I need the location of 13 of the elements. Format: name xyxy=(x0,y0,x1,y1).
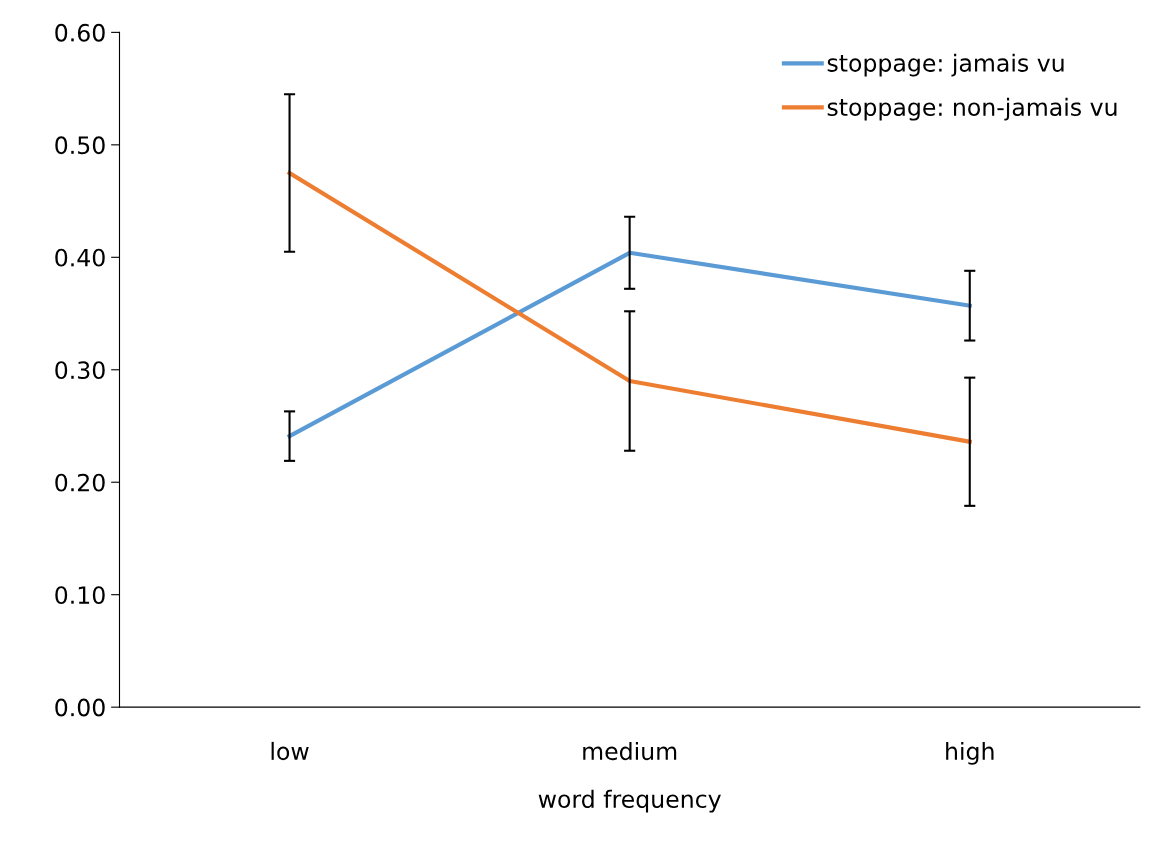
legend-label: stoppage: non-jamais vu xyxy=(827,97,1117,121)
y-tick-label: 0.10 xyxy=(55,586,105,604)
legend-label: stoppage: jamais vu xyxy=(827,53,1064,77)
y-tick-label: 0.00 xyxy=(55,698,105,717)
y-tick-label: 0.20 xyxy=(55,473,105,492)
y-tick-label: 0.30 xyxy=(55,361,105,380)
y-tick-label: 0.60 xyxy=(55,23,105,42)
x-axis-title: word frequency xyxy=(538,789,721,813)
x-tick-label: high xyxy=(946,741,994,765)
y-tick-label: 0.50 xyxy=(55,136,105,155)
y-tick-label: 0.40 xyxy=(55,248,105,267)
x-tick-label: medium xyxy=(583,741,677,761)
x-tick-label: low xyxy=(271,741,309,761)
